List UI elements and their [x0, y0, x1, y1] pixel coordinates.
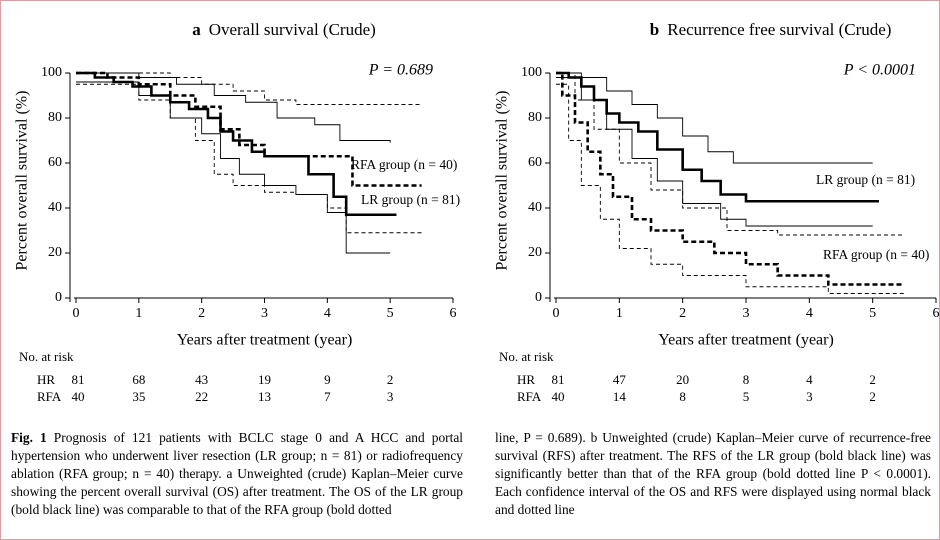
- survival-line: [556, 83, 905, 294]
- y-tick-label: 80: [48, 110, 62, 125]
- x-tick-label: 3: [261, 306, 268, 321]
- y-tick-label: 60: [528, 155, 542, 170]
- x-tick-label: 6: [450, 306, 457, 321]
- x-tick-label: 1: [135, 306, 142, 321]
- series-label: RFA group (n = 40): [823, 247, 929, 262]
- risk-value: 81: [552, 372, 565, 387]
- x-tick-label: 5: [869, 306, 876, 321]
- risk-row-label: RFA: [517, 389, 542, 404]
- x-tick-label: 1: [616, 306, 623, 321]
- charts: a Overall survival (Crude)P = 0.689020406…: [14, 20, 940, 404]
- y-axis-label: Percent overall survival (%): [494, 91, 511, 271]
- x-tick-label: 0: [553, 306, 560, 321]
- risk-value: 68: [132, 372, 145, 387]
- panel-label: b: [650, 20, 659, 39]
- risk-value: 7: [324, 389, 331, 404]
- risk-value: 2: [869, 389, 876, 404]
- chart-title: a Overall survival (Crude): [192, 20, 376, 39]
- survival-line: [76, 81, 391, 254]
- x-axis-label: Years after treatment (year): [177, 332, 353, 349]
- x-tick-label: 6: [933, 306, 940, 321]
- y-tick-label: 60: [48, 155, 62, 170]
- title-text: Recurrence free survival (Crude): [667, 20, 891, 39]
- survival-line: [76, 72, 391, 143]
- y-tick-label: 40: [528, 200, 542, 215]
- y-tick-label: 0: [535, 290, 542, 305]
- series-label: LR group (n = 81): [816, 172, 915, 187]
- risk-value: 3: [387, 389, 394, 404]
- title-text: Overall survival (Crude): [209, 20, 376, 39]
- x-tick-label: 4: [806, 306, 813, 321]
- y-tick-label: 20: [528, 245, 542, 260]
- x-tick-label: 0: [73, 306, 80, 321]
- risk-value: 22: [195, 389, 208, 404]
- survival-line: [76, 72, 422, 105]
- risk-row-label: RFA: [37, 389, 62, 404]
- caption-text: Prognosis of 121 patients with BCLC stag…: [11, 430, 463, 517]
- survival-line: [556, 72, 905, 236]
- survival-line: [556, 72, 873, 164]
- risk-value: 35: [132, 389, 145, 404]
- risk-value: 2: [869, 372, 876, 387]
- caption-right: line, P = 0.689). b Unweighted (crude) K…: [495, 430, 931, 517]
- risk-value: 4: [806, 372, 813, 387]
- risk-value: 8: [679, 389, 686, 404]
- risk-value: 9: [324, 372, 331, 387]
- caption-left: Fig. 1 Prognosis of 121 patients with BC…: [11, 429, 463, 519]
- y-axis-label: Percent overall survival (%): [14, 91, 31, 271]
- survival-line: [76, 71, 397, 217]
- y-tick-label: 20: [48, 245, 62, 260]
- risk-table-title: No. at risk: [499, 349, 554, 364]
- x-tick-label: 3: [743, 306, 750, 321]
- risk-table-title: No. at risk: [19, 349, 74, 364]
- x-axis-label: Years after treatment (year): [658, 332, 834, 349]
- survival-line: [76, 83, 422, 234]
- risk-value: 81: [72, 372, 85, 387]
- y-tick-label: 80: [528, 110, 542, 125]
- risk-row-label: HR: [37, 372, 55, 387]
- series-label: RFA group (n = 40): [351, 157, 457, 172]
- risk-value: 20: [676, 372, 689, 387]
- risk-value: 40: [552, 389, 565, 404]
- risk-value: 19: [258, 372, 271, 387]
- risk-value: 8: [743, 372, 750, 387]
- y-tick-label: 100: [41, 65, 62, 80]
- y-tick-label: 0: [55, 290, 62, 305]
- x-tick-label: 2: [198, 306, 205, 321]
- series-label: LR group (n = 81): [361, 192, 460, 207]
- risk-value: 5: [743, 389, 750, 404]
- chart-title: b Recurrence free survival (Crude): [650, 20, 892, 39]
- y-tick-label: 100: [521, 65, 542, 80]
- risk-value: 14: [613, 389, 627, 404]
- risk-row-label: HR: [517, 372, 535, 387]
- risk-value: 43: [195, 372, 208, 387]
- annotation: P = 0.689: [368, 62, 433, 79]
- y-tick-label: 40: [48, 200, 62, 215]
- risk-value: 13: [258, 389, 271, 404]
- x-tick-label: 4: [324, 306, 331, 321]
- risk-value: 47: [613, 372, 627, 387]
- x-tick-label: 5: [387, 306, 394, 321]
- risk-value: 2: [387, 372, 394, 387]
- risk-value: 40: [72, 389, 85, 404]
- x-tick-label: 2: [679, 306, 686, 321]
- annotation: P < 0.0001: [843, 62, 916, 79]
- risk-value: 3: [806, 389, 813, 404]
- caption-label: Fig. 1: [11, 430, 47, 445]
- panel-label: a: [192, 20, 201, 39]
